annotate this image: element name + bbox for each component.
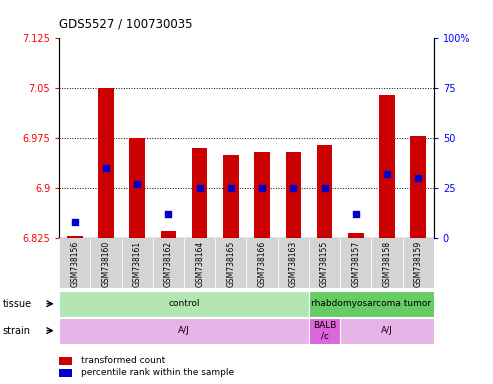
- Point: [258, 185, 266, 191]
- Bar: [98, 88, 114, 238]
- Bar: [285, 152, 301, 238]
- Text: GSM738159: GSM738159: [414, 240, 423, 287]
- Bar: [59, 291, 309, 317]
- Text: percentile rank within the sample: percentile rank within the sample: [81, 368, 234, 377]
- Bar: [309, 291, 434, 317]
- Text: GSM738157: GSM738157: [352, 240, 360, 287]
- Text: GSM738162: GSM738162: [164, 240, 173, 287]
- Bar: [246, 238, 278, 288]
- Text: GDS5527 / 100730035: GDS5527 / 100730035: [59, 17, 193, 30]
- Point: [71, 219, 79, 225]
- Bar: [410, 136, 426, 238]
- Bar: [59, 238, 90, 288]
- Bar: [317, 145, 332, 238]
- Text: GSM738166: GSM738166: [258, 240, 267, 287]
- Text: GSM738164: GSM738164: [195, 240, 204, 287]
- Bar: [309, 318, 340, 344]
- Point: [352, 211, 360, 217]
- Point: [165, 211, 173, 217]
- Text: transformed count: transformed count: [81, 356, 165, 365]
- Text: A/J: A/J: [381, 326, 393, 335]
- Text: GSM738155: GSM738155: [320, 240, 329, 287]
- Text: control: control: [168, 299, 200, 308]
- Text: tissue: tissue: [2, 299, 32, 309]
- Bar: [278, 238, 309, 288]
- Bar: [59, 318, 309, 344]
- Bar: [340, 318, 434, 344]
- Bar: [215, 238, 246, 288]
- Bar: [161, 232, 176, 238]
- Text: A/J: A/J: [178, 326, 190, 335]
- Bar: [129, 138, 145, 238]
- Point: [289, 185, 297, 191]
- Point: [102, 165, 110, 171]
- Text: GSM738160: GSM738160: [102, 240, 110, 287]
- Point: [320, 185, 328, 191]
- Point: [414, 175, 422, 181]
- Bar: [184, 238, 215, 288]
- Text: GSM738161: GSM738161: [133, 240, 141, 287]
- Text: GSM738165: GSM738165: [226, 240, 235, 287]
- Text: GSM738156: GSM738156: [70, 240, 79, 287]
- Bar: [192, 148, 208, 238]
- Bar: [59, 369, 72, 377]
- Bar: [67, 236, 83, 238]
- Bar: [309, 238, 340, 288]
- Point: [383, 171, 391, 177]
- Point: [196, 185, 204, 191]
- Bar: [379, 95, 395, 238]
- Text: rhabdomyosarcoma tumor: rhabdomyosarcoma tumor: [312, 299, 431, 308]
- Bar: [371, 238, 403, 288]
- Bar: [223, 155, 239, 238]
- Text: BALB
/c: BALB /c: [313, 321, 336, 340]
- Point: [227, 185, 235, 191]
- Bar: [122, 238, 153, 288]
- Text: strain: strain: [2, 326, 31, 336]
- Bar: [153, 238, 184, 288]
- Point: [133, 181, 141, 187]
- Bar: [254, 152, 270, 238]
- Bar: [59, 356, 72, 364]
- Bar: [90, 238, 122, 288]
- Bar: [403, 238, 434, 288]
- Text: GSM738163: GSM738163: [289, 240, 298, 287]
- Bar: [340, 238, 371, 288]
- Text: GSM738158: GSM738158: [383, 240, 391, 287]
- Bar: [348, 233, 363, 238]
